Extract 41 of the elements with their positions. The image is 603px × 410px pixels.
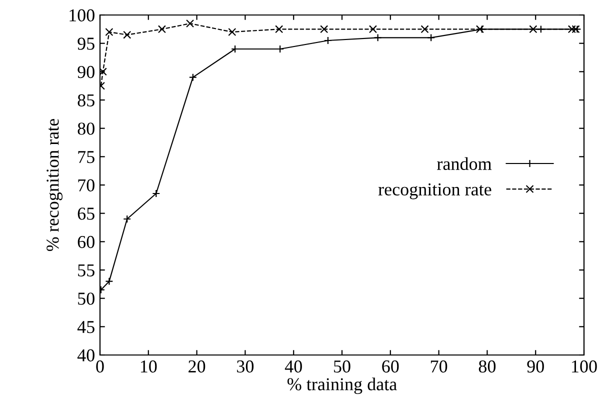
y-tick-label: 60 <box>78 236 94 248</box>
x-tick-label: 90 <box>527 360 544 373</box>
x-tick-label: 20 <box>188 360 206 373</box>
y-tick-label: 40 <box>77 349 94 362</box>
y-tick-label: 70 <box>78 179 94 192</box>
y-tick-label: 85 <box>78 94 94 106</box>
point <box>420 25 429 34</box>
y-tick-label: 55 <box>78 264 94 276</box>
point <box>529 25 538 34</box>
x-tick-label: 50 <box>334 360 350 373</box>
point <box>105 28 114 36</box>
point <box>158 25 166 34</box>
point <box>320 25 328 34</box>
y-tick-label: 50 <box>78 292 94 305</box>
x-axis-title: % training data <box>287 378 397 394</box>
y-tick-label: 90 <box>78 66 94 78</box>
point <box>100 68 107 76</box>
x-tick-label: 10 <box>140 360 157 373</box>
point <box>123 30 132 39</box>
y-tick-label: 80 <box>78 122 94 135</box>
y-tick-label: 65 <box>78 208 94 220</box>
x-tick-label: 70 <box>430 360 448 373</box>
x-tick-label: 60 <box>382 360 399 373</box>
legend-label: random <box>437 157 492 170</box>
legend-label: recognition rate <box>378 183 492 200</box>
y-tick-label: 45 <box>77 321 94 334</box>
point <box>186 19 194 28</box>
x-tick-label: 100 <box>572 360 597 373</box>
y-tick-label: 100 <box>70 9 94 22</box>
y-axis-title: % recognition rate <box>46 118 62 252</box>
point <box>275 25 284 34</box>
x-tick-label: 30 <box>237 360 254 373</box>
point <box>228 28 236 36</box>
x-tick-label: 0 <box>96 360 104 373</box>
x-tick-label: 40 <box>284 360 302 373</box>
point <box>568 25 576 34</box>
point <box>105 277 114 286</box>
y-tick-label: 95 <box>78 38 94 50</box>
point <box>476 25 484 34</box>
x-tick-label: 80 <box>478 360 496 373</box>
y-tick-label: 75 <box>78 151 94 164</box>
